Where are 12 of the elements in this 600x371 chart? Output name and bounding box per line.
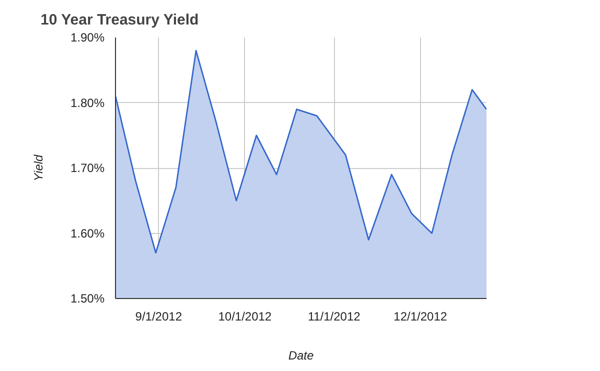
y-tick-label: 1.70%	[70, 161, 105, 175]
x-tick-label: 12/1/2012	[394, 310, 448, 324]
y-tick-label: 1.60%	[70, 226, 105, 240]
y-tick-label: 1.90%	[70, 30, 105, 44]
x-tick-label: 9/1/2012	[135, 310, 182, 324]
x-tick-label: 11/1/2012	[308, 310, 361, 324]
x-tick-label: 10/1/2012	[218, 310, 272, 324]
chart-title: 10 Year Treasury Yield	[40, 12, 199, 28]
y-axis-title: Yield	[31, 154, 46, 182]
y-tick-label: 1.80%	[70, 96, 105, 110]
x-axis-title: Date	[288, 348, 314, 362]
y-tick-label: 1.50%	[70, 292, 105, 306]
